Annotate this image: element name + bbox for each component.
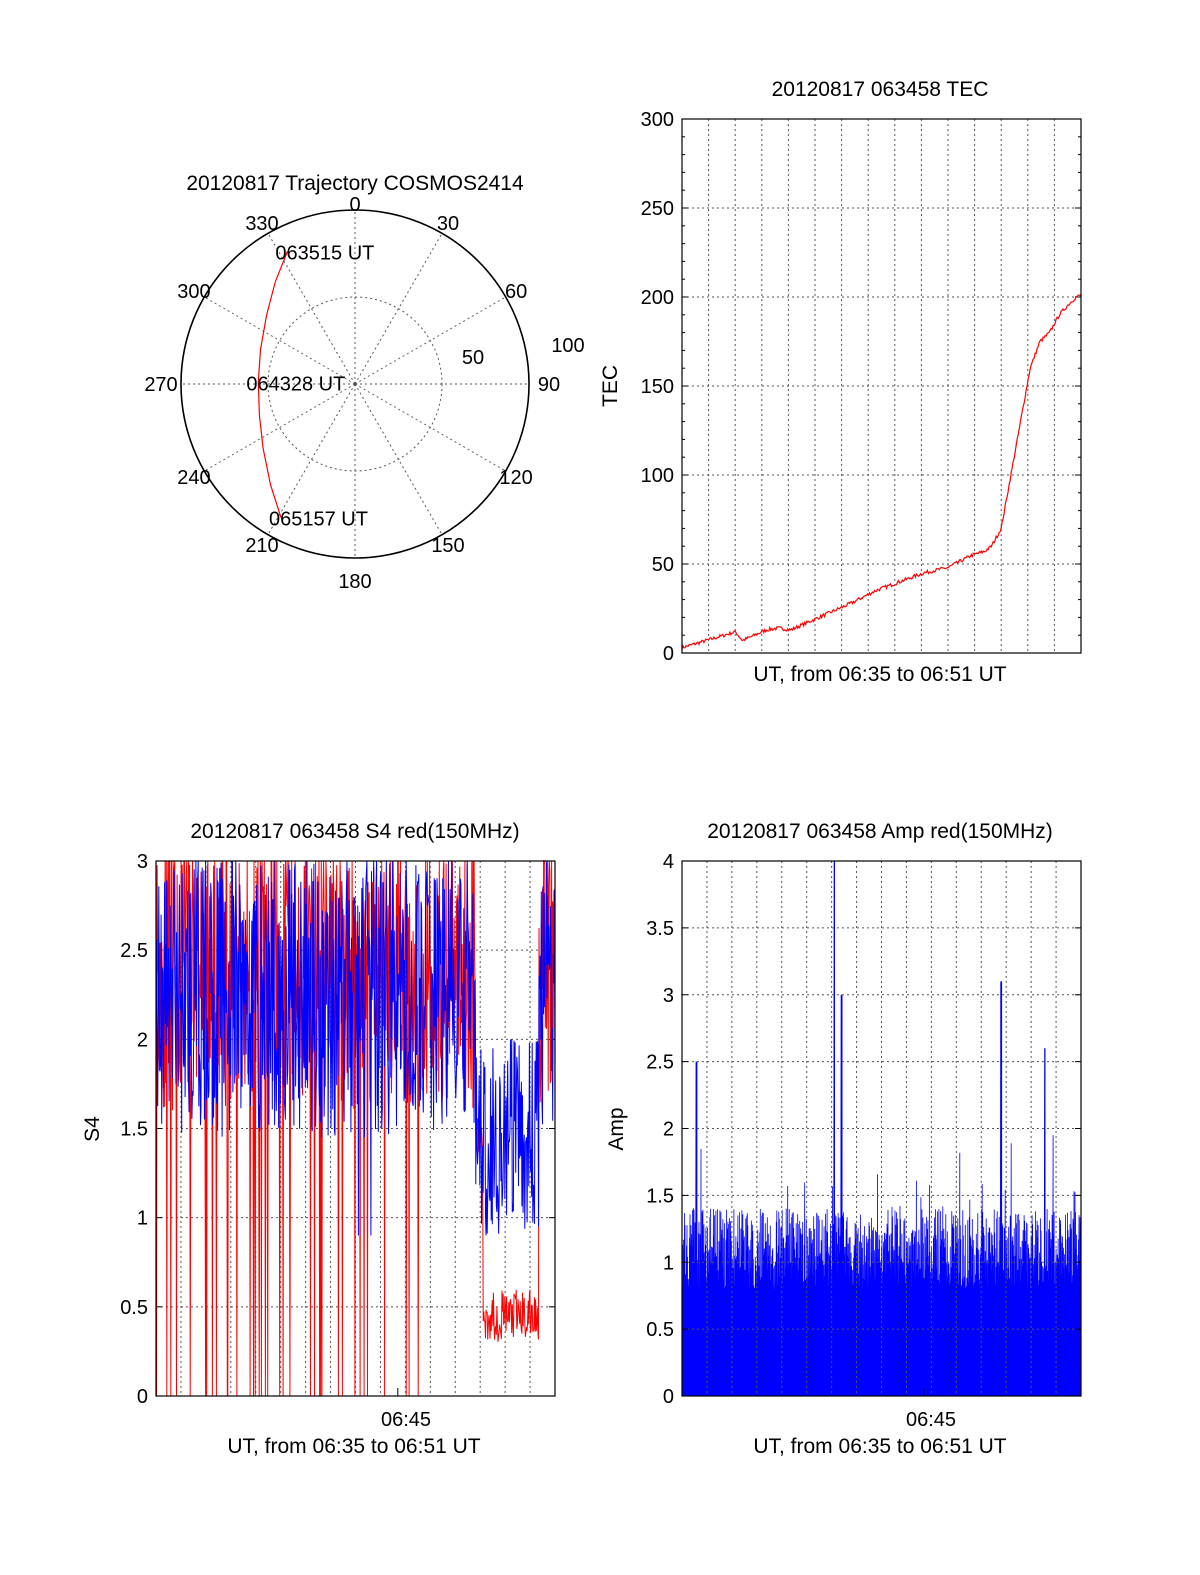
s4-x-axis-label: UT, from 06:35 to 06:51 UT [227, 1435, 480, 1458]
tec-y-tick-label-6: 300 [641, 109, 674, 131]
tec-y-tick-label-2: 100 [641, 465, 674, 487]
tec-y-tick-label-0: 0 [663, 643, 674, 665]
amp-y-ticks: 0 0.5 1 1.5 2 2.5 3 3.5 4 [646, 851, 1081, 1408]
trajectory-annotation-0: 063515 UT [275, 242, 374, 264]
amp-grid [682, 861, 1081, 1396]
polar-radial-label-50: 50 [462, 347, 484, 369]
polar-title: 20120817 Trajectory COSMOS2414 [186, 172, 524, 195]
amp-x-tick-0645: 06:45 [906, 1409, 956, 1431]
polar-radial-line-300 [204, 296, 356, 385]
polar-angle-labels: 0 30 60 90 120 150 180 210 240 270 300 330 50 100 [144, 194, 584, 593]
tec-plot-frame [681, 118, 1082, 654]
s4-y-tick-label-4: 2 [137, 1029, 148, 1051]
trajectory-annotation-2: 065157 UT [269, 509, 368, 531]
s4-y-tick-label-1: 0.5 [120, 1297, 148, 1319]
amp-y-tick-label-4: 2 [663, 1119, 674, 1141]
s4-plot-frame [155, 860, 556, 1397]
tec-x-axis-label: UT, from 06:35 to 06:51 UT [753, 663, 1006, 686]
s4-y-ticks: 0 0.5 1 1.5 2 2.5 3 [120, 851, 555, 1408]
s4-y-tick-label-3: 1.5 [120, 1119, 148, 1141]
polar-angle-label-30: 30 [437, 213, 459, 235]
s4-y-tick-label-2: 1 [137, 1208, 148, 1230]
amp-y-tick-label-6: 3 [663, 985, 674, 1007]
polar-outer-ring [180, 209, 530, 559]
polar-angle-label-330: 330 [245, 213, 278, 235]
amp-chart: 20120817 063458 Amp red(150MHz) 0 0.5 1 1.5… [605, 820, 1082, 1458]
polar-angle-label-120: 120 [499, 467, 532, 489]
tec-line-path [681, 294, 1082, 650]
polar-radial-line-240 [204, 383, 356, 472]
trajectory-series: 063515 UT 064328 UT 065157 UT [246, 242, 374, 530]
amp-y-tick-label-7: 3.5 [646, 918, 674, 940]
polar-radial-line-30 [354, 233, 443, 385]
trajectory-annotation-1: 064328 UT [246, 373, 345, 395]
polar-angle-label-180: 180 [338, 571, 371, 593]
tec-y-tick-label-5: 250 [641, 198, 674, 220]
amp-y-tick-label-3: 1.5 [646, 1185, 674, 1207]
polar-radial-line-330 [267, 233, 356, 385]
amp-title: 20120817 063458 Amp red(150MHz) [707, 820, 1053, 843]
tec-y-tick-label-3: 150 [641, 376, 674, 398]
polar-angle-label-0: 0 [349, 194, 360, 216]
amp-y-tick-label-5: 2.5 [646, 1052, 674, 1074]
s4-y-tick-label-0: 0 [137, 1386, 148, 1408]
s4-chart: 20120817 063458 S4 red(150MHz) 0 0.5 1 1.5 2… [81, 820, 556, 1458]
tec-chart: 20120817 063458 TEC 0 50 100 150 200 250 300 U… [599, 78, 1082, 686]
s4-blue-series [155, 860, 556, 1236]
polar-angle-label-60: 60 [505, 281, 527, 303]
tec-y-axis-label: TEC [599, 365, 622, 407]
polar-angle-label-240: 240 [177, 467, 210, 489]
s4-y-tick-label-6: 3 [137, 851, 148, 873]
polar-angle-label-270: 270 [144, 374, 177, 396]
trajectory-line [257, 251, 288, 518]
polar-radial-label-100: 100 [551, 335, 584, 357]
polar-angle-label-210: 210 [245, 535, 278, 557]
amp-y-tick-label-0: 0 [663, 1386, 674, 1408]
tec-grid [682, 119, 1081, 653]
s4-x-tick-0645: 06:45 [381, 1409, 431, 1431]
tec-y-tick-label-1: 50 [652, 554, 674, 576]
polar-angle-label-150: 150 [431, 535, 464, 557]
s4-title: 20120817 063458 S4 red(150MHz) [190, 820, 519, 843]
s4-series [155, 859, 556, 1397]
s4-y-axis-label: S4 [81, 1116, 104, 1142]
polar-angle-label-90: 90 [538, 374, 560, 396]
polar-ring-50 [267, 296, 443, 472]
polar-trajectory-chart: 20120817 Trajectory COSMOS2414 0 30 60 90 12… [144, 172, 584, 593]
tec-series [681, 294, 1082, 650]
tec-y-tick-label-4: 200 [641, 287, 674, 309]
tec-y-ticks: 0 50 100 150 200 250 300 [641, 109, 1081, 665]
polar-grid [180, 209, 530, 559]
amp-y-axis-label: Amp [605, 1107, 628, 1150]
polar-angle-label-300: 300 [177, 281, 210, 303]
amp-x-axis-label: UT, from 06:35 to 06:51 UT [753, 1435, 1006, 1458]
amp-y-tick-label-2: 1 [663, 1252, 674, 1274]
amp-plot-frame [681, 860, 1082, 1397]
amp-y-tick-label-1: 0.5 [646, 1319, 674, 1341]
amp-y-tick-label-8: 4 [663, 851, 674, 873]
tec-title: 20120817 063458 TEC [772, 78, 989, 101]
s4-y-tick-label-5: 2.5 [120, 940, 148, 962]
